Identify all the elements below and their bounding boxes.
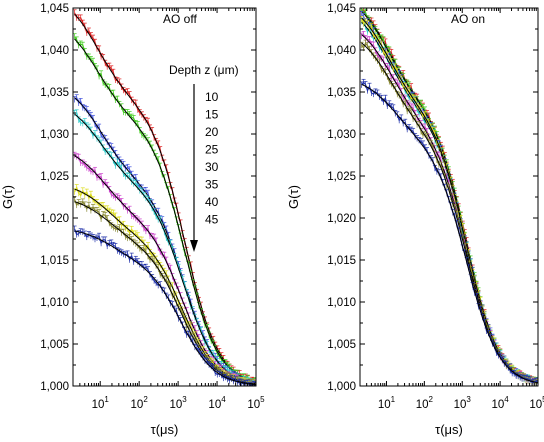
y-tick-label: 1,000 [327, 381, 356, 393]
series-depth-15 [361, 8, 538, 386]
y-tick-label: 1,025 [327, 171, 356, 183]
legend-entry-20: 20 [205, 125, 219, 139]
chart-panel-ao-on: 1,000 1,005 1,010 1,015 1,020 1,025 1,030 1,035… [286, 3, 544, 437]
data-line-depth-15 [74, 36, 256, 383]
legend-entries: 10 15 20 25 30 35 40 45 [205, 90, 219, 227]
data-line-depth-40 [361, 41, 538, 385]
y-tick-label: 1,045 [327, 3, 356, 15]
y-tick-label: 1,035 [40, 87, 69, 99]
y-tick-label: 1,025 [40, 171, 69, 183]
fit-curve-depth-35 [361, 17, 538, 383]
series-depth-45 [360, 78, 538, 386]
legend-entry-30: 30 [205, 160, 219, 174]
fit-curve-depth-25 [74, 113, 256, 384]
y-tick-label: 1,005 [40, 339, 69, 351]
chart-panel-ao-off: 1,000 1,005 1,010 1,015 1,020 1,025 1,030 1,035… [0, 3, 265, 437]
x-tick-label: 103 [169, 395, 187, 411]
y-tick-label: 1,010 [40, 297, 69, 309]
y-tick-label: 1,040 [327, 45, 356, 57]
y-tick-label: 1,010 [327, 297, 356, 309]
depth-legend: Depth z (μm) 10 15 20 25 30 35 40 45 [169, 63, 239, 252]
panel-title-ao-on: AO on [451, 12, 485, 26]
axis-ticks-ao-off: 1,000 1,005 1,010 1,015 1,020 1,025 1,030 1,035… [40, 3, 265, 411]
fit-curve-depth-40 [361, 42, 538, 384]
x-tick-label: 103 [454, 395, 472, 411]
y-axis-title-ao-off: G(τ) [0, 185, 15, 209]
legend-entry-15: 15 [205, 108, 219, 122]
x-tick-label: 102 [131, 395, 149, 411]
y-tick-label: 1,035 [327, 87, 356, 99]
data-line-depth-15 [361, 8, 538, 383]
y-tick-label: 1,045 [40, 3, 69, 15]
series-group-ao-on [360, 8, 538, 386]
x-tick-label: 102 [416, 395, 434, 411]
fit-curve-depth-30 [74, 155, 256, 385]
fit-curve-depth-45 [74, 230, 256, 385]
data-line-depth-45 [361, 81, 538, 384]
depth-arrow-head [190, 240, 198, 252]
x-tick-label: 104 [208, 395, 226, 411]
series-depth-45 [73, 225, 256, 386]
fit-curve-depth-35 [74, 188, 256, 385]
series-depth-30 [73, 151, 256, 386]
x-tick-label: 105 [247, 395, 265, 411]
data-line-depth-30 [74, 154, 256, 386]
data-line-depth-30 [361, 33, 538, 384]
y-tick-label: 1,015 [327, 255, 356, 267]
y-tick-label: 1,005 [327, 339, 356, 351]
y-tick-label: 1,000 [40, 381, 69, 393]
legend-entry-35: 35 [205, 178, 219, 192]
legend-entry-10: 10 [205, 90, 219, 104]
fit-curve-depth-45 [361, 83, 538, 384]
series-group-ao-off [73, 9, 256, 386]
x-axis-title-ao-off: τ(μs) [151, 422, 179, 437]
y-tick-label: 1,030 [40, 129, 69, 141]
legend-entry-25: 25 [205, 143, 219, 157]
y-tick-label: 1,020 [40, 213, 69, 225]
x-tick-label: 101 [378, 395, 396, 411]
data-line-depth-25 [74, 112, 256, 386]
x-tick-label: 101 [92, 395, 110, 411]
panel-title-ao-off: AO off [163, 12, 197, 26]
series-depth-40 [360, 39, 538, 386]
series-depth-25 [73, 109, 256, 386]
series-depth-30 [360, 31, 538, 386]
y-axis-title-ao-on: G(τ) [286, 185, 301, 209]
y-tick-label: 1,020 [327, 213, 356, 225]
x-tick-label: 104 [491, 395, 509, 411]
series-depth-15 [73, 33, 256, 385]
x-tick-label: 105 [529, 395, 544, 411]
fit-curve-depth-20 [361, 17, 538, 383]
fit-curve-depth-15 [74, 38, 256, 383]
y-tick-label: 1,030 [327, 129, 356, 141]
fit-curve-depth-30 [361, 34, 538, 384]
legend-entry-40: 40 [205, 195, 219, 209]
legend-title: Depth z (μm) [169, 63, 239, 77]
y-tick-label: 1,040 [40, 45, 69, 57]
y-tick-label: 1,015 [40, 255, 69, 267]
x-axis-title-ao-on: τ(μs) [435, 422, 463, 437]
legend-entry-45: 45 [205, 213, 219, 227]
axis-ticks-ao-on: 1,000 1,005 1,010 1,015 1,020 1,025 1,030 1,035… [327, 3, 544, 411]
